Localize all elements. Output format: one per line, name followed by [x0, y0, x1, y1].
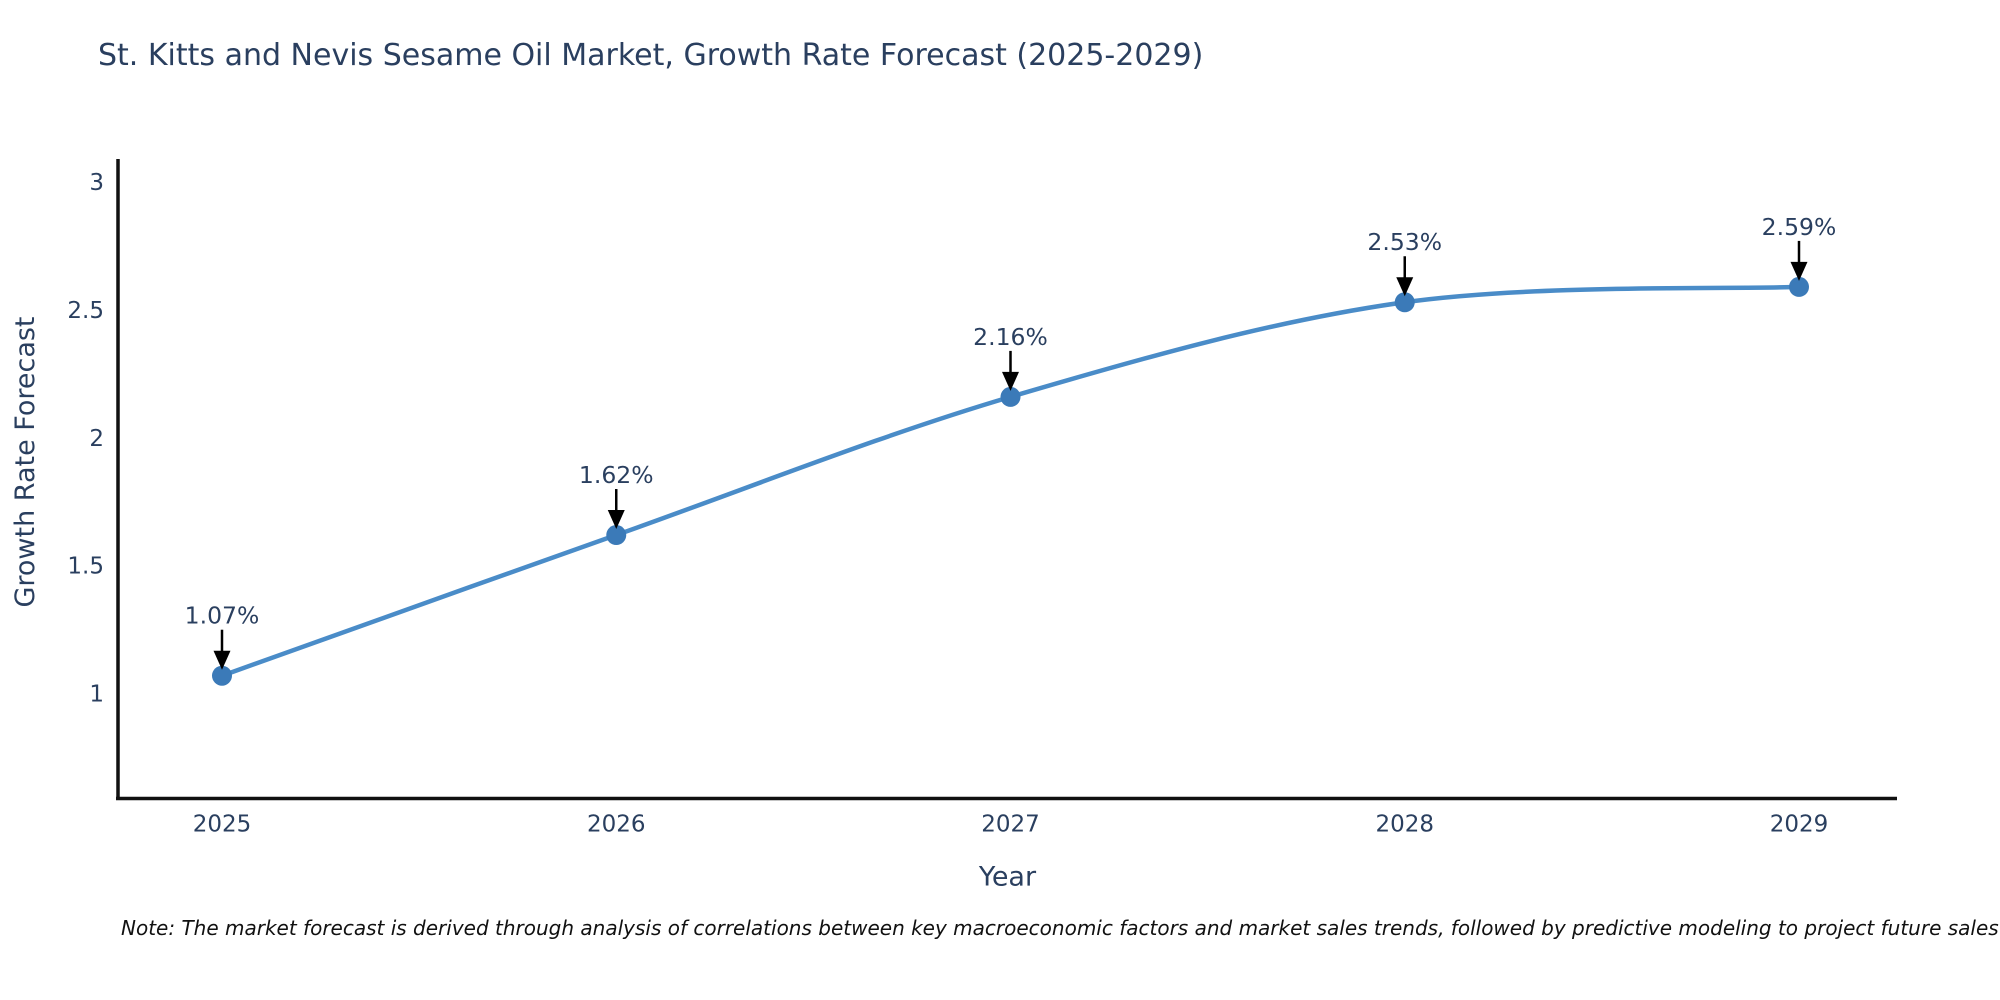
y-tick-label: 3 [89, 170, 104, 196]
y-tick-label: 2 [89, 426, 104, 452]
x-tick-label: 2025 [193, 812, 252, 838]
annotation-arrowhead [607, 510, 625, 530]
y-axis-title: Growth Rate Forecast [10, 316, 41, 607]
annotation-arrowhead [1396, 277, 1414, 297]
data-point-label: 1.07% [185, 602, 260, 630]
y-tick-label: 2.5 [67, 298, 104, 324]
annotation-arrowhead [1002, 371, 1019, 391]
data-point [212, 665, 232, 686]
footnote: Note: The market forecast is derived thr… [121, 916, 1999, 940]
annotation-arrowhead [213, 650, 231, 670]
data-point [1789, 276, 1809, 297]
x-tick-label: 2028 [1375, 812, 1434, 838]
data-point-label: 2.53% [1367, 228, 1442, 256]
y-tick-label: 1 [89, 682, 104, 708]
chart-title: St. Kitts and Nevis Sesame Oil Market, G… [98, 38, 1204, 73]
annotation-arrowhead [1790, 261, 1808, 281]
data-point [1000, 386, 1021, 407]
data-point [606, 525, 627, 546]
x-tick-label: 2029 [1770, 812, 1829, 838]
x-axis-title: Year [978, 862, 1037, 893]
data-point [1394, 292, 1415, 313]
x-tick-label: 2026 [587, 812, 646, 838]
x-tick-label: 2027 [981, 812, 1040, 838]
data-point-label: 1.62% [579, 461, 654, 489]
data-point-label: 2.16% [973, 323, 1048, 351]
y-tick-label: 1.5 [67, 554, 104, 580]
data-point-label: 2.59% [1762, 213, 1837, 241]
